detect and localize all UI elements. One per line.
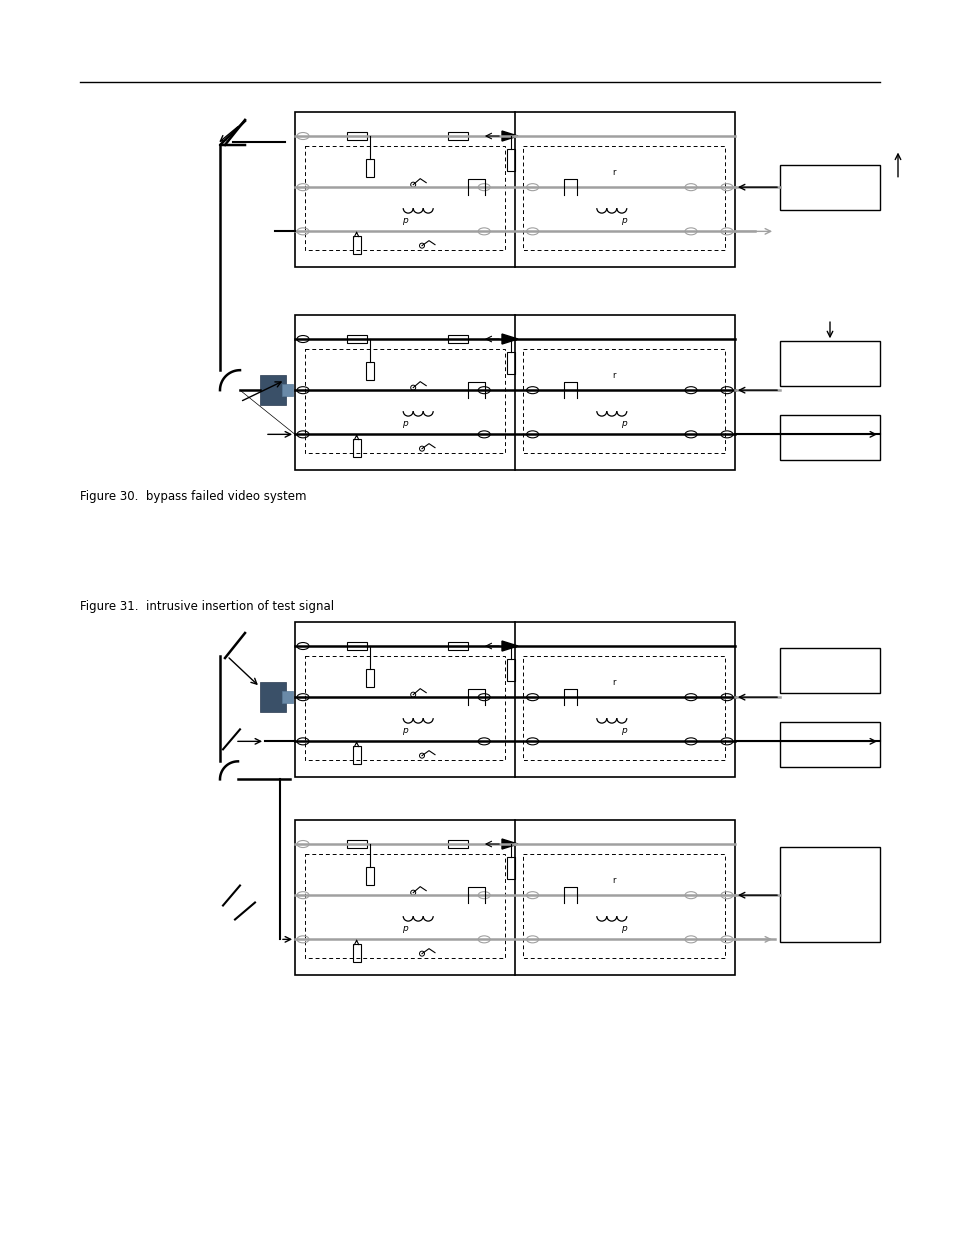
- Bar: [522, 656, 724, 760]
- Bar: [353, 236, 360, 254]
- Bar: [294, 315, 734, 471]
- Bar: [522, 146, 724, 249]
- Bar: [780, 648, 879, 693]
- Bar: [346, 642, 366, 650]
- Bar: [780, 415, 879, 459]
- Bar: [447, 132, 467, 140]
- Bar: [305, 656, 504, 760]
- Bar: [365, 867, 374, 884]
- Text: p: p: [402, 726, 408, 735]
- Bar: [260, 375, 286, 405]
- Text: p: p: [402, 420, 408, 429]
- Bar: [365, 362, 374, 380]
- Bar: [506, 857, 515, 879]
- Bar: [260, 682, 286, 713]
- Bar: [353, 746, 360, 764]
- Bar: [447, 642, 467, 650]
- Bar: [780, 721, 879, 767]
- Bar: [282, 692, 293, 703]
- Bar: [346, 335, 366, 343]
- Polygon shape: [501, 131, 517, 141]
- Text: p: p: [620, 924, 626, 934]
- Bar: [346, 840, 366, 848]
- Text: p: p: [620, 216, 626, 225]
- Bar: [305, 350, 504, 453]
- Bar: [353, 440, 360, 457]
- Text: p: p: [402, 216, 408, 225]
- Text: p: p: [620, 420, 626, 429]
- Bar: [305, 855, 504, 958]
- Polygon shape: [501, 839, 517, 848]
- Text: r: r: [612, 678, 615, 687]
- Bar: [780, 341, 879, 387]
- Bar: [780, 164, 879, 210]
- Bar: [365, 669, 374, 687]
- Bar: [447, 335, 467, 343]
- Text: p: p: [402, 924, 408, 934]
- Bar: [353, 945, 360, 962]
- Text: p: p: [620, 726, 626, 735]
- Polygon shape: [501, 333, 517, 345]
- Text: Figure 30.  bypass failed video system: Figure 30. bypass failed video system: [80, 490, 306, 503]
- Bar: [506, 659, 515, 680]
- Polygon shape: [501, 641, 517, 651]
- Bar: [294, 112, 734, 267]
- Bar: [305, 146, 504, 249]
- Bar: [346, 132, 366, 140]
- Bar: [522, 855, 724, 958]
- Bar: [294, 622, 734, 777]
- Text: r: r: [612, 876, 615, 884]
- Text: Figure 31.  intrusive insertion of test signal: Figure 31. intrusive insertion of test s…: [80, 600, 334, 613]
- Bar: [506, 149, 515, 172]
- Bar: [522, 350, 724, 453]
- Text: r: r: [612, 370, 615, 379]
- Bar: [282, 384, 293, 396]
- Bar: [365, 159, 374, 177]
- Bar: [447, 840, 467, 848]
- Text: r: r: [612, 168, 615, 177]
- Bar: [780, 847, 879, 942]
- Bar: [506, 352, 515, 374]
- Bar: [294, 820, 734, 974]
